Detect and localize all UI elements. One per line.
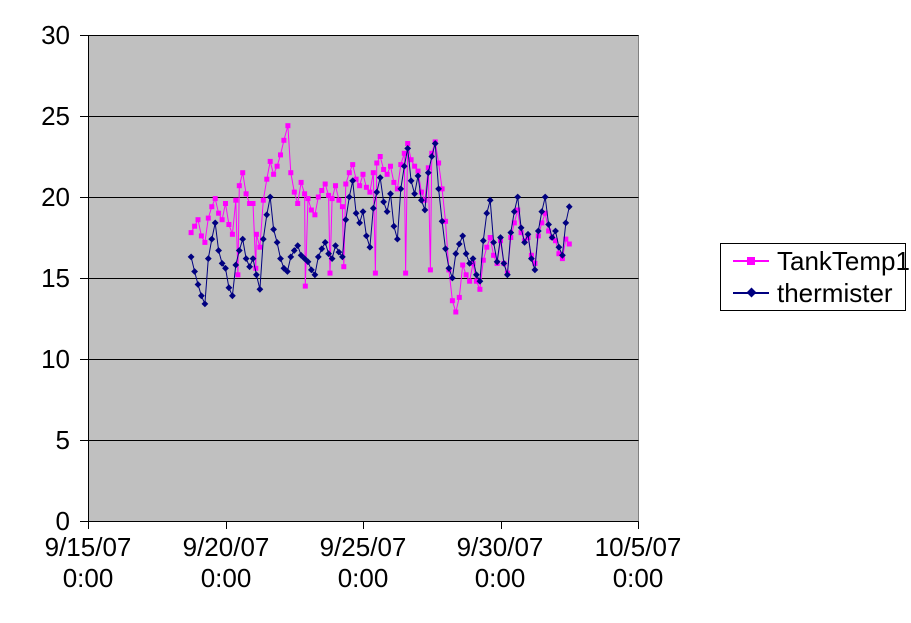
x-tick-time: 0:00 (612, 563, 664, 593)
diamond-marker-icon (746, 287, 757, 298)
x-tick-label: 9/30/07 0:00 (430, 532, 570, 594)
y-tick-label: 20 (41, 182, 70, 212)
x-tick-label: 9/20/07 0:00 (156, 532, 296, 594)
x-tick-label: 9/25/07 0:00 (293, 532, 433, 594)
legend-box: TankTemp1 thermister (720, 243, 910, 311)
x-tick-date: 10/5/07 (594, 532, 682, 562)
y-tick-label: 15 (41, 263, 70, 293)
x-tick-date: 9/25/07 (319, 532, 407, 562)
x-tick-time: 0:00 (62, 563, 114, 593)
x-tick-time: 0:00 (200, 563, 252, 593)
legend-item-thermister[interactable]: thermister (721, 278, 905, 308)
square-marker-icon (747, 257, 755, 265)
y-tick-label: 25 (41, 101, 70, 131)
y-tick-label: 30 (41, 20, 70, 50)
x-tick-date: 9/30/07 (456, 532, 544, 562)
y-tick-label: 10 (41, 344, 70, 374)
x-tick-date: 9/20/07 (182, 532, 270, 562)
legend-item-tanktemp1[interactable]: TankTemp1 (721, 246, 910, 276)
legend-label: TankTemp1 (777, 246, 910, 276)
x-tick-time: 0:00 (337, 563, 389, 593)
x-tick-date: 9/15/07 (44, 532, 132, 562)
y-tick-label: 5 (55, 425, 70, 455)
y-tick-label: 0 (55, 506, 70, 536)
x-tick-time: 0:00 (474, 563, 526, 593)
legend-label: thermister (777, 278, 893, 308)
x-tick-label: 10/5/07 0:00 (568, 532, 708, 594)
tanktemp1-swatch (733, 255, 769, 267)
x-tick-label: 9/15/07 0:00 (18, 532, 158, 594)
thermister-swatch (733, 287, 769, 299)
